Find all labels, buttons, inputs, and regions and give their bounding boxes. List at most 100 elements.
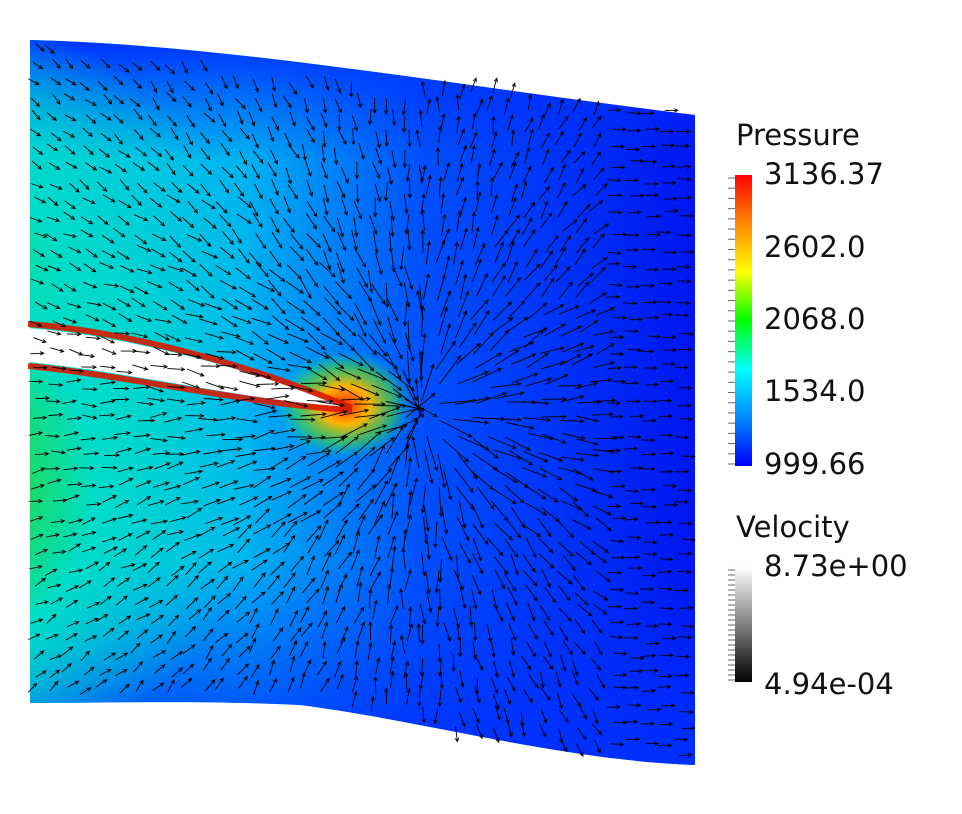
velocity-arrow (679, 752, 694, 758)
velocity-arrow (457, 162, 464, 182)
velocity-arrow (356, 267, 368, 289)
velocity-arrow (508, 450, 534, 466)
velocity-arrow (661, 164, 677, 169)
velocity-arrow (489, 329, 510, 352)
velocity-arrow (607, 250, 622, 256)
velocity-arrow (153, 481, 170, 488)
velocity-arrow (573, 132, 582, 148)
velocity-arrow (352, 530, 361, 554)
velocity-arrow (35, 264, 49, 272)
velocity-arrow (561, 500, 583, 511)
velocity-arrow (337, 573, 348, 593)
velocity-arrow (388, 455, 400, 484)
velocity-arrow (267, 162, 277, 178)
velocity-arrow (135, 530, 151, 539)
velocity-arrow (471, 258, 482, 283)
velocity-arrow (407, 179, 413, 199)
velocity-arrow (630, 158, 645, 164)
velocity-arrow (34, 196, 47, 204)
velocity-arrow (164, 333, 182, 342)
velocity-arrow (510, 128, 516, 147)
velocity-arrow (270, 645, 281, 660)
velocity-arrow (30, 278, 45, 285)
velocity-arrow (200, 147, 211, 161)
velocity-arrow (441, 537, 453, 562)
velocity-arrow (217, 609, 230, 622)
velocity-arrow (321, 145, 326, 163)
velocity-arrow (28, 498, 44, 504)
velocity-arrow (149, 600, 164, 608)
velocity-arrow (205, 353, 225, 360)
velocity-arrow (199, 263, 213, 277)
velocity-arrow (79, 82, 90, 91)
velocity-arrow (596, 674, 606, 689)
velocity-arrow (103, 93, 113, 105)
velocity-arrow (572, 344, 595, 353)
velocity-arrow (544, 586, 557, 604)
velocity-arrow (543, 304, 565, 316)
velocity-arrow (289, 655, 296, 672)
velocity-arrow (67, 680, 80, 688)
velocity-arrow (351, 229, 358, 251)
velocity-arrow (641, 437, 656, 443)
velocity-arrow (113, 95, 125, 105)
velocity-arrow (115, 652, 129, 661)
velocity-arrow (66, 585, 80, 592)
velocity-arrow (402, 150, 408, 169)
velocity-arrow (83, 666, 95, 676)
velocity-arrow (354, 639, 360, 658)
velocity-arrow (357, 424, 388, 436)
velocity-arrow (317, 460, 342, 474)
velocity-arrow (406, 456, 413, 488)
velocity-arrow (237, 663, 250, 675)
velocity-arrow (151, 233, 167, 241)
velocity-arrow (201, 250, 219, 259)
velocity-arrow (49, 669, 61, 679)
velocity-arrow (324, 297, 342, 316)
velocity-arrow (486, 94, 493, 111)
velocity-arrow (541, 507, 561, 523)
velocity-arrow (285, 456, 307, 470)
velocity-arrow (251, 591, 266, 604)
velocity-arrow (678, 403, 693, 408)
velocity-arrow (63, 211, 76, 220)
velocity-arrow (116, 251, 130, 260)
velocity-arrow (283, 572, 296, 589)
velocity-arrow (85, 561, 100, 570)
velocity-arrow (613, 651, 628, 656)
velocity-arrow (152, 682, 165, 691)
velocity-arrow (286, 332, 310, 343)
velocity-arrow (641, 144, 657, 149)
velocity-arrow (181, 267, 198, 277)
velocity-arrow (269, 251, 282, 268)
velocity-arrow (254, 409, 278, 417)
velocity-arrow (645, 192, 660, 198)
velocity-arrow (147, 161, 160, 172)
velocity-arrow (473, 438, 499, 459)
velocity-arrow (538, 553, 555, 569)
velocity-arrow (627, 535, 642, 540)
velocity-arrow (115, 414, 132, 421)
velocity-arrow (456, 516, 470, 542)
velocity-arrow (204, 595, 216, 608)
velocity-arrow (135, 597, 150, 606)
velocity-arrow (62, 399, 77, 405)
velocity-arrow (220, 315, 238, 328)
velocity-arrow (49, 680, 59, 692)
velocity-arrow (608, 193, 623, 198)
velocity-arrow (35, 670, 47, 678)
velocity-arrow (65, 58, 74, 70)
velocity-arrow (271, 179, 279, 196)
velocity-arrow (640, 721, 655, 726)
velocity-arrow (340, 396, 372, 401)
velocity-arrow (544, 323, 566, 336)
velocity-arrow (217, 593, 232, 605)
velocity-arrow (403, 282, 411, 308)
velocity-arrow (372, 318, 386, 345)
velocity-arrow (221, 298, 239, 310)
velocity-arrow (102, 517, 118, 524)
velocity-arrow (523, 450, 549, 463)
velocity-arrow (662, 180, 677, 186)
velocity-arrow (52, 58, 61, 69)
